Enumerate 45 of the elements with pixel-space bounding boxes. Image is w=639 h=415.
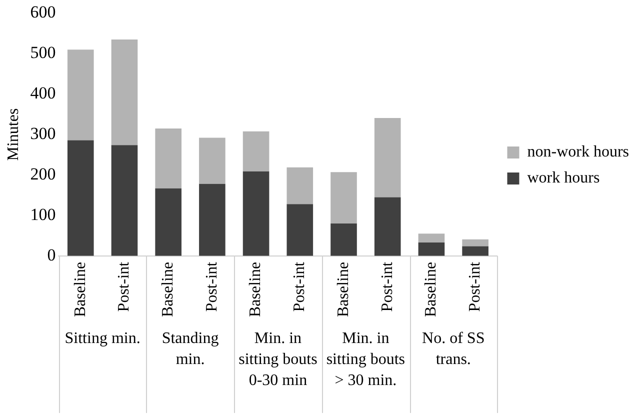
y-tick-label: 600: [30, 2, 56, 22]
legend-label: non-work hours: [527, 144, 629, 161]
x-tick-label: Post-int: [116, 261, 133, 312]
x-tick-label: Baseline: [247, 262, 264, 317]
text: Sitting min.: [64, 330, 140, 348]
bar: [155, 128, 182, 188]
y-tick-label: 0: [47, 245, 56, 264]
x-tick-label: Post-int: [378, 261, 396, 312]
bar: [330, 224, 357, 256]
y-tick-label: 300: [30, 124, 56, 144]
x-tick-label: Baseline: [422, 262, 440, 317]
bar: [155, 188, 182, 256]
text: No. of SS trans.: [422, 330, 485, 368]
x-tick-label: Post-int: [291, 261, 308, 312]
y-tick-label: 500: [30, 43, 56, 62]
bar: [418, 242, 445, 256]
y-axis-title: Minutes: [4, 108, 22, 161]
x-tick-label: Baseline: [334, 262, 352, 317]
y-tick-label: 400: [30, 84, 56, 103]
bar: [67, 140, 94, 256]
text: Standing min.: [162, 330, 219, 368]
bar: [111, 39, 138, 146]
text: Min. in sitting bouts 0-30 min: [238, 330, 318, 390]
bar: [462, 239, 488, 246]
y-tick-label: 100: [30, 204, 56, 224]
bar: [286, 204, 314, 256]
bar: [242, 131, 270, 172]
text: Min. in sitting bouts > 30 min.: [326, 330, 406, 390]
x-tick-label: Baseline: [72, 262, 89, 317]
bar: [67, 50, 94, 140]
x-tick-label: Baseline: [160, 262, 177, 317]
bar: [462, 246, 488, 256]
bar: [418, 234, 445, 243]
legend-label: work hours: [527, 170, 600, 187]
bar: [330, 172, 357, 224]
bar: [199, 184, 226, 256]
x-tick-label: Post-int: [203, 261, 220, 312]
bar: [374, 197, 401, 256]
bar: [286, 167, 314, 204]
bar: [111, 145, 138, 256]
y-tick-label: 200: [30, 164, 56, 184]
bar: [242, 171, 270, 256]
bar: [374, 118, 401, 198]
x-tick-label: Post-int: [466, 261, 484, 312]
bar: [199, 138, 226, 184]
